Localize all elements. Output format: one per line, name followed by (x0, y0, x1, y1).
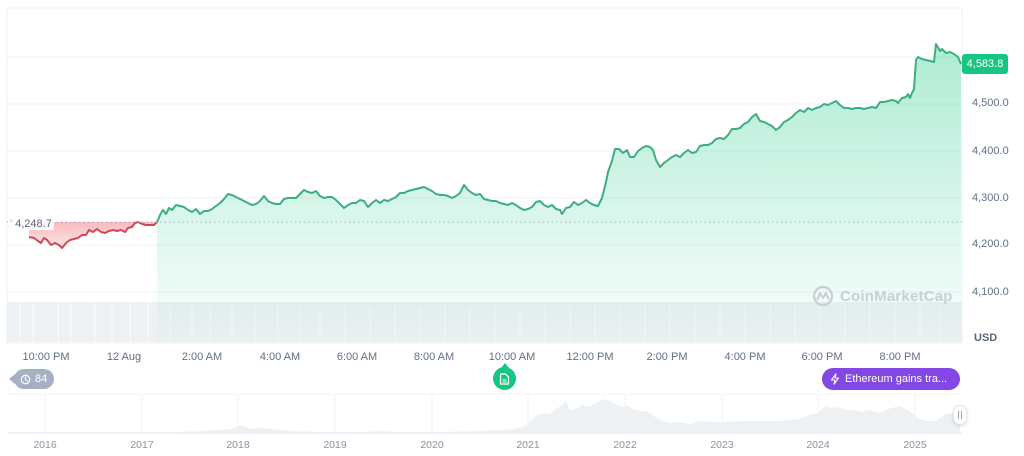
range-selector[interactable] (7, 393, 962, 434)
year-tick: 2025 (903, 439, 927, 451)
document-icon (499, 372, 510, 385)
history-badge[interactable]: 84 (9, 369, 54, 389)
year-tick: 2017 (130, 439, 154, 451)
x-tick: 2:00 AM (181, 351, 223, 363)
x-tick: 6:00 AM (336, 351, 378, 363)
x-tick: 12 Aug (106, 351, 142, 363)
history-icon (20, 374, 31, 384)
year-tick: 2024 (806, 439, 830, 451)
y-tick-4100: 4,100.0 (972, 286, 1009, 298)
reference-price-value: 4,248.7 (15, 218, 52, 230)
history-count: 84 (35, 373, 48, 385)
reference-marker-icon: ' (10, 218, 13, 230)
x-tick: 6:00 PM (801, 351, 843, 363)
y-tick-4500: 4,500.0 (972, 97, 1009, 109)
watermark-text: CoinMarketCap (840, 287, 953, 305)
x-tick: 10:00 PM (22, 351, 70, 363)
down-line (28, 221, 158, 249)
x-tick: 10:00 AM (488, 351, 536, 363)
reference-price-label: ' 4,248.7 (8, 218, 54, 230)
year-tick: 2018 (226, 439, 250, 451)
x-tick: 2:00 PM (646, 351, 688, 363)
year-tick: 2020 (420, 439, 444, 451)
x-tick: 4:00 PM (724, 351, 766, 363)
lightning-icon (830, 373, 840, 385)
year-tick: 2023 (710, 439, 734, 451)
up-area (157, 44, 961, 342)
x-tick: 4:00 AM (259, 351, 301, 363)
y-tick-4400: 4,400.0 (972, 145, 1009, 157)
event-pill-label: Ethereum gains tra... (845, 373, 948, 385)
event-pill[interactable]: Ethereum gains tra... (822, 368, 960, 390)
range-selector-handle[interactable] (953, 405, 967, 425)
x-tick: 12:00 PM (566, 351, 614, 363)
x-tick: 8:00 PM (879, 351, 921, 363)
currency-label: USD (974, 332, 998, 344)
grip-icon (961, 411, 962, 419)
grip-icon (958, 411, 959, 419)
y-tick-4300: 4,300.0 (972, 192, 1009, 204)
y-tick-4200: 4,200.0 (972, 238, 1009, 250)
coinmarketcap-logo-icon (812, 285, 834, 307)
coinmarketcap-watermark: CoinMarketCap (812, 285, 953, 307)
year-tick: 2016 (33, 439, 57, 451)
down-area (29, 222, 157, 248)
range-selector-area (14, 399, 960, 433)
current-price-badge: 4,583.8 (962, 54, 1008, 74)
year-tick: 2019 (323, 439, 347, 451)
up-line (156, 43, 962, 223)
year-tick: 2021 (516, 439, 540, 451)
x-tick: 8:00 AM (413, 351, 455, 363)
news-marker[interactable] (493, 363, 516, 390)
year-tick: 2022 (613, 439, 637, 451)
